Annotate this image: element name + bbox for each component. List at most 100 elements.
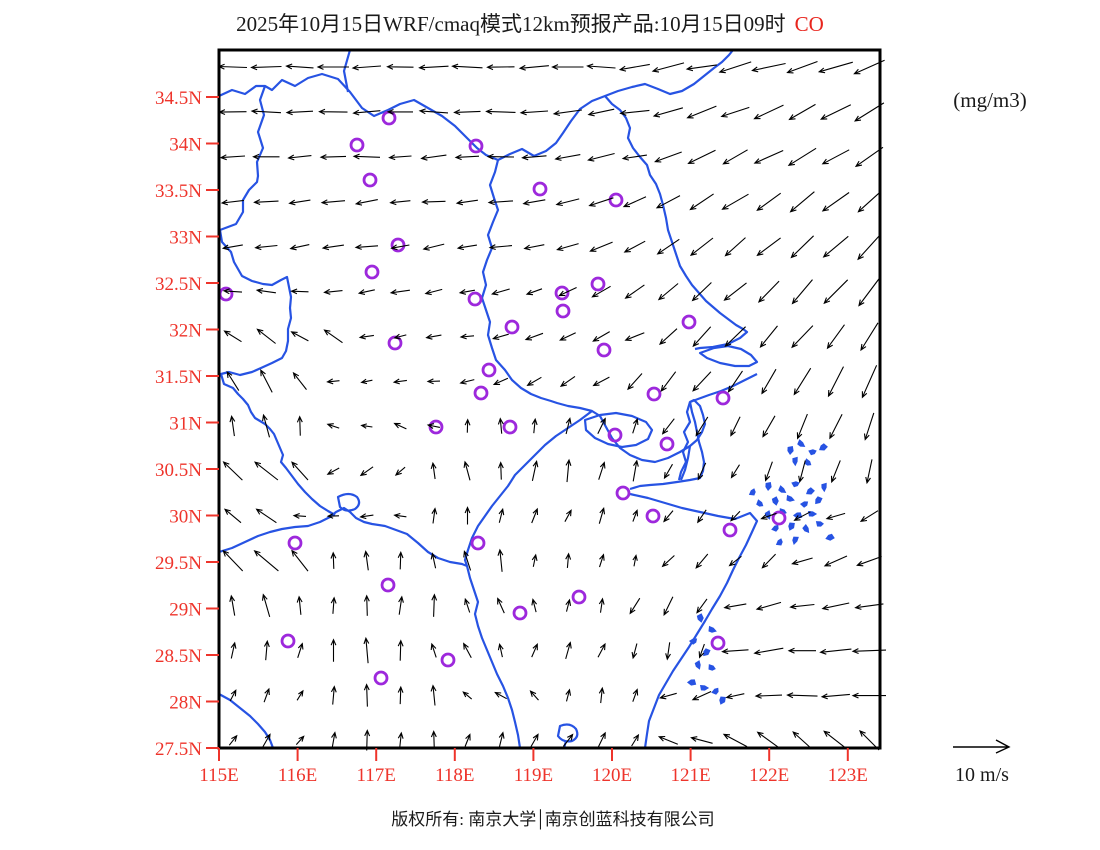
island	[708, 664, 716, 671]
boundary-line	[629, 492, 759, 749]
wind-arrow	[295, 735, 305, 745]
wind-arrow	[857, 191, 881, 213]
wind-arrow	[819, 648, 852, 655]
wind-arrow	[424, 288, 443, 296]
station-marker	[502, 419, 518, 435]
wind-arrow	[490, 288, 510, 296]
wind-arrow	[250, 64, 282, 71]
island	[711, 687, 719, 695]
wind-arrow	[727, 370, 743, 393]
wind-arrow	[262, 733, 271, 747]
wind-arrow	[686, 105, 717, 119]
lat-tick-label: 33N	[169, 228, 202, 249]
wind-arrow	[663, 463, 673, 480]
wind-arrow	[255, 287, 276, 294]
island	[756, 499, 764, 507]
boundary-line	[599, 398, 707, 464]
wind-arrow	[698, 643, 705, 659]
wind-arrow	[791, 557, 813, 566]
wind-arrow	[418, 108, 449, 115]
wind-arrow	[531, 553, 538, 567]
wind-arrow	[431, 507, 438, 524]
island	[797, 439, 806, 447]
island	[688, 638, 698, 645]
lon-tick-label: 120E	[592, 765, 632, 786]
wind-arrow	[598, 686, 605, 704]
wind-arrow	[217, 63, 248, 70]
wind-arrow	[724, 326, 746, 348]
wind-arrow	[288, 199, 311, 206]
wind-arrow	[565, 688, 572, 702]
wind-arrow	[690, 736, 713, 744]
island	[819, 443, 828, 451]
lat-tick-label: 27.5N	[155, 739, 202, 760]
pollutant-species-label: CO	[795, 12, 824, 36]
copyright-footer: 版权所有: 南京大学| 南京创蓝科技有限公司	[391, 805, 714, 830]
station-marker	[646, 386, 662, 402]
wind-arrow	[565, 417, 572, 435]
wind-arrow	[597, 642, 606, 658]
wind-arrow	[223, 508, 242, 524]
wind-arrow	[320, 199, 346, 206]
wind-arrow	[529, 690, 539, 701]
wind-arrow	[296, 415, 303, 436]
lat-tick-label: 31N	[169, 414, 202, 435]
station-marker	[380, 577, 396, 593]
boundary-line	[342, 49, 352, 93]
wind-arrow	[323, 288, 343, 295]
wind-arrow	[497, 642, 504, 658]
wind-arrow	[792, 731, 813, 750]
wind-arrow	[632, 554, 638, 567]
wind-arrow	[718, 61, 752, 74]
wind-arrow	[285, 109, 314, 116]
wind-arrow	[632, 509, 639, 522]
station-marker	[608, 192, 624, 208]
island	[802, 523, 810, 534]
wind-arrow	[791, 279, 813, 305]
station-marker	[440, 652, 456, 668]
wind-arrow	[587, 152, 615, 162]
wind-arrow	[486, 153, 515, 160]
wind-arrow	[660, 371, 677, 392]
boundary-line	[679, 445, 692, 481]
wind-arrow	[598, 461, 606, 480]
wind-arrow	[359, 513, 374, 520]
wind-arrow	[696, 598, 708, 614]
wind-arrow	[623, 240, 646, 253]
wind-arrow	[220, 199, 244, 206]
wind-arrow	[497, 461, 504, 480]
wind-arrow	[531, 507, 539, 524]
boundary-line	[604, 95, 749, 351]
wind-arrow	[291, 549, 309, 572]
wind-arrow	[230, 641, 237, 659]
wind-arrow	[256, 328, 276, 344]
wind-arrow	[393, 512, 407, 519]
wind-arrow	[720, 106, 750, 118]
wind-arrow	[524, 332, 544, 341]
boundary-line	[218, 506, 468, 568]
wind-arrow	[226, 370, 240, 391]
wind-arrow	[760, 512, 777, 520]
wind-arrow	[292, 512, 307, 519]
wind-arrow	[756, 237, 781, 257]
island	[771, 496, 779, 506]
wind-arrow	[562, 733, 574, 747]
wind-arrow	[358, 333, 374, 340]
wind-arrow	[285, 63, 314, 70]
wind-arrow	[464, 733, 471, 747]
wind-arrow	[789, 603, 815, 610]
wind-arrow	[363, 550, 370, 571]
island	[748, 488, 756, 496]
wind-arrow	[389, 199, 411, 206]
wind-arrow	[420, 154, 447, 161]
wind-arrow	[354, 199, 378, 206]
wind-arrow	[757, 280, 780, 303]
wind-arrow	[253, 199, 279, 206]
wind-arrow	[459, 333, 475, 340]
wind-arrow	[689, 193, 714, 211]
lat-tick-label: 30.5N	[155, 460, 202, 481]
island	[686, 679, 697, 686]
wind-arrow	[289, 244, 310, 251]
wind-arrow	[321, 244, 344, 251]
wind-arrow	[695, 553, 709, 569]
